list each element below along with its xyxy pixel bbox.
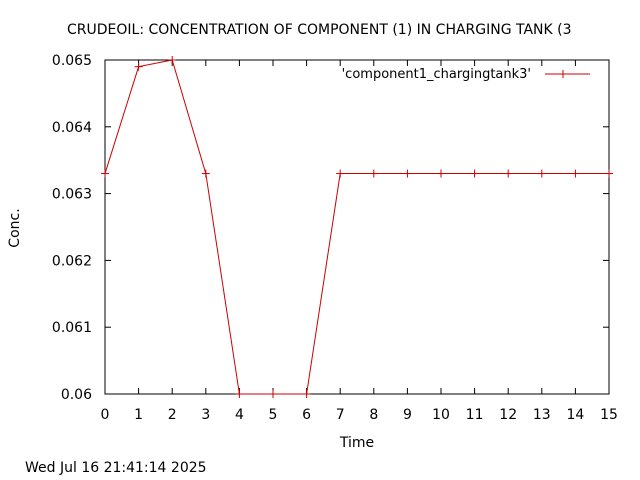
x-tick-label: 7 [336, 407, 345, 423]
x-tick-label: 4 [235, 407, 244, 423]
data-point [235, 390, 244, 398]
x-tick-label: 13 [533, 407, 551, 423]
y-axis-label: Conc. [7, 208, 23, 247]
y-tick-label: 0.064 [52, 120, 92, 136]
data-point [403, 169, 412, 178]
data-point [537, 169, 546, 178]
legend: 'component1_chargingtank3' [342, 67, 590, 82]
x-axis-label: Time [339, 435, 374, 451]
x-tick-label: 1 [134, 407, 143, 423]
data-point [134, 62, 143, 71]
data-point [605, 169, 613, 178]
data-point [336, 169, 345, 178]
data-point [168, 56, 177, 64]
x-tick-label: 5 [269, 407, 278, 423]
data-point [470, 169, 479, 178]
x-tick-label: 0 [101, 407, 110, 423]
data-point [101, 169, 109, 178]
data-point [302, 390, 311, 398]
axes: 0 1 2 3 4 5 6 7 8 9 10 11 12 13 14 150.060.0610.0620.06… [52, 53, 618, 423]
timestamp: Wed Jul 16 21:41:14 2025 [25, 460, 207, 476]
x-tick-label: 8 [369, 407, 378, 423]
data-point [437, 169, 445, 178]
data-point [269, 390, 277, 398]
legend-label: 'component1_chargingtank3' [342, 67, 531, 82]
data-point [571, 169, 580, 178]
x-tick-label: 14 [566, 407, 584, 423]
series-layer [101, 56, 613, 398]
x-tick-label: 12 [499, 407, 517, 423]
y-tick-label: 0.063 [52, 187, 92, 203]
x-tick-label: 11 [466, 407, 484, 423]
plot-frame [104, 59, 610, 395]
data-point [369, 169, 378, 178]
data-point [201, 169, 210, 178]
y-tick-label: 0.062 [52, 253, 92, 269]
x-tick-label: 6 [302, 407, 311, 423]
y-tick-label: 0.065 [52, 53, 92, 69]
series-line-0 [104, 59, 609, 395]
data-point [504, 169, 513, 178]
x-tick-label: 2 [168, 407, 177, 423]
chart-title: CRUDEOIL: CONCENTRATION OF COMPONENT (1)… [67, 22, 572, 38]
x-tick-label: 15 [600, 407, 618, 423]
y-tick-label: 0.061 [52, 320, 92, 336]
x-tick-label: 3 [201, 407, 210, 423]
x-tick-label: 9 [403, 407, 412, 423]
y-tick-label: 0.06 [61, 387, 92, 403]
x-tick-label: 10 [432, 407, 450, 423]
